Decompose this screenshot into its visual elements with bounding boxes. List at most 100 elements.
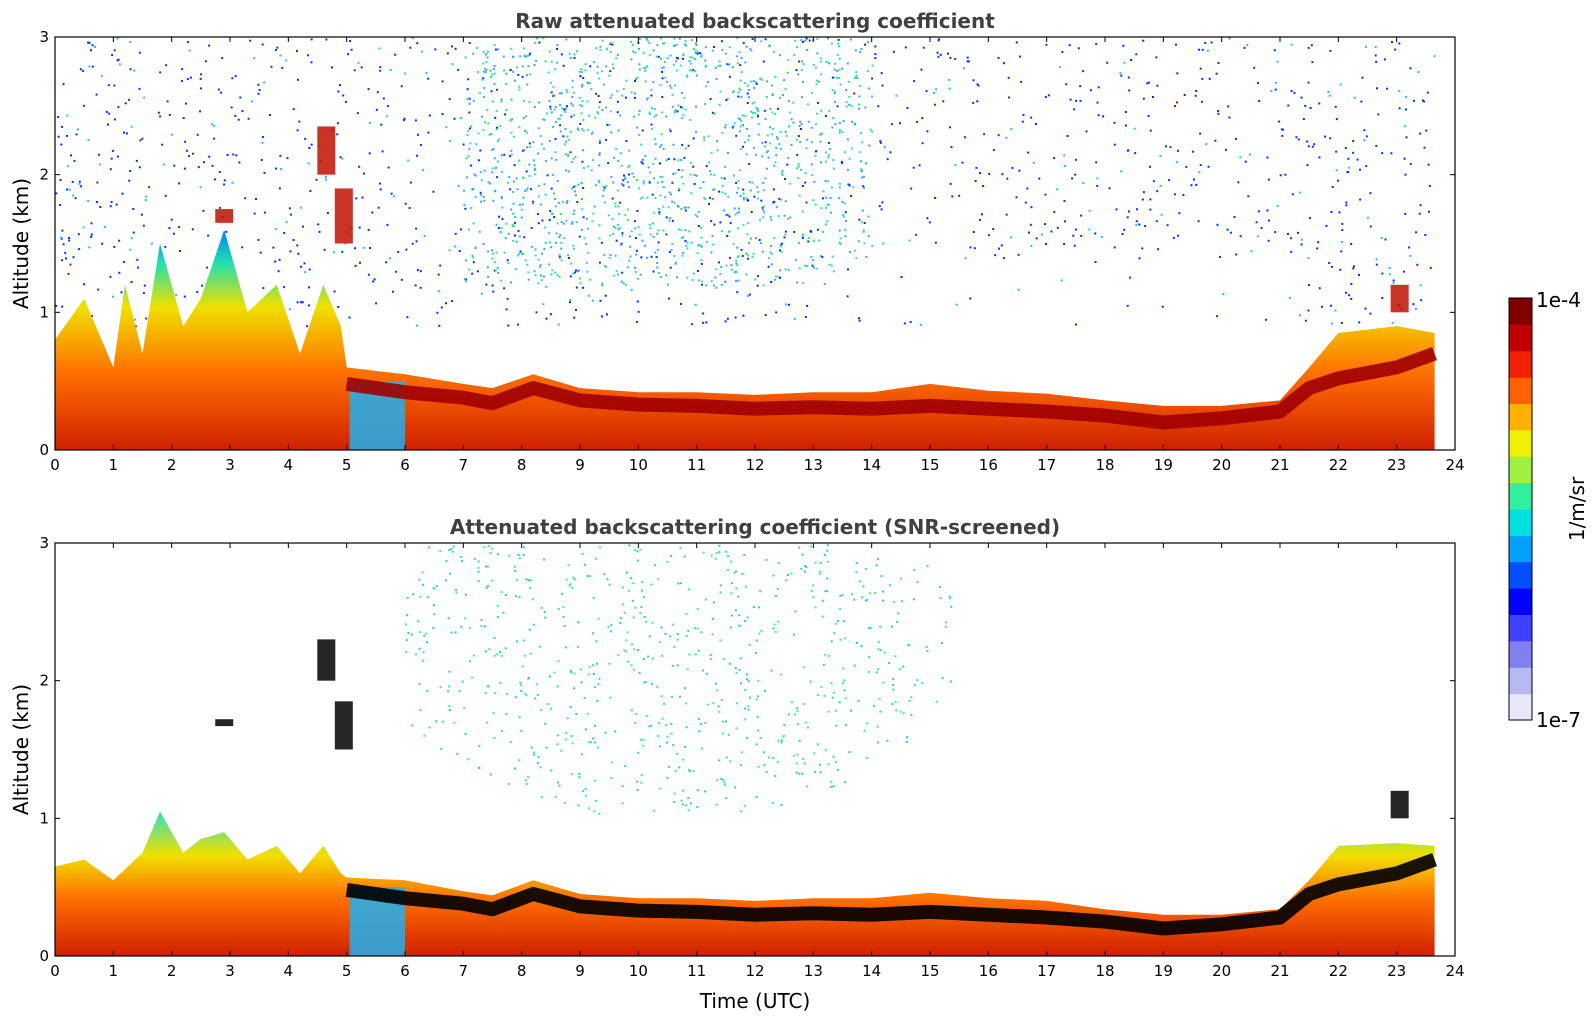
- noise-point: [210, 123, 213, 126]
- noise-point: [581, 128, 584, 131]
- noise-point: [839, 638, 842, 641]
- noise-point: [644, 80, 647, 83]
- noise-point: [653, 108, 656, 111]
- noise-point: [592, 212, 595, 215]
- noise-point: [588, 807, 591, 810]
- noise-point: [403, 117, 406, 120]
- noise-point: [643, 681, 646, 684]
- noise-point: [538, 101, 541, 104]
- noise-point: [1126, 304, 1129, 307]
- noise-point: [833, 100, 836, 103]
- noise-point: [230, 106, 233, 109]
- elevated-cloud: [317, 126, 336, 175]
- noise-point: [66, 114, 69, 117]
- noise-point: [645, 714, 648, 717]
- noise-point: [596, 72, 599, 75]
- noise-point: [680, 208, 683, 210]
- noise-point: [281, 66, 284, 69]
- noise-point: [736, 37, 739, 40]
- noise-point: [850, 593, 853, 596]
- noise-point: [477, 580, 480, 582]
- noise-point: [747, 254, 750, 257]
- noise-point: [165, 64, 168, 67]
- noise-point: [674, 263, 677, 266]
- noise-point: [665, 724, 668, 727]
- noise-point: [797, 135, 800, 137]
- noise-point: [1380, 237, 1383, 239]
- noise-point: [853, 664, 856, 667]
- noise-point: [683, 156, 686, 159]
- noise-point: [310, 143, 313, 146]
- noise-point: [1123, 61, 1126, 64]
- noise-point: [832, 755, 835, 758]
- noise-point: [805, 721, 808, 724]
- noise-point: [1352, 267, 1355, 270]
- x-tick-label: 11: [687, 962, 706, 980]
- noise-point: [528, 101, 531, 103]
- noise-point: [735, 672, 738, 675]
- noise-point: [757, 197, 760, 200]
- noise-point: [199, 77, 202, 80]
- noise-point: [763, 764, 766, 767]
- noise-point: [1255, 221, 1258, 224]
- noise-point: [679, 106, 682, 108]
- noise-point: [497, 227, 500, 229]
- noise-point: [1237, 181, 1240, 184]
- noise-point: [400, 278, 403, 281]
- noise-point: [1135, 220, 1138, 223]
- noise-point: [1005, 213, 1008, 216]
- noise-point: [472, 222, 475, 225]
- noise-point: [681, 107, 684, 110]
- noise-point: [581, 753, 583, 756]
- noise-point: [566, 105, 568, 108]
- noise-point: [795, 762, 798, 765]
- noise-point: [763, 211, 766, 214]
- noise-point: [632, 616, 635, 619]
- noise-point: [820, 161, 822, 164]
- noise-point: [550, 187, 553, 190]
- noise-point: [1010, 236, 1013, 239]
- noise-point: [684, 702, 687, 705]
- noise-point: [1391, 41, 1393, 44]
- noise-point: [1274, 231, 1277, 234]
- noise-point: [859, 51, 862, 54]
- noise-point: [799, 141, 802, 144]
- noise-point: [543, 275, 545, 278]
- noise-point: [480, 179, 483, 182]
- noise-point: [739, 64, 742, 67]
- noise-point: [684, 40, 687, 43]
- noise-point: [235, 154, 238, 157]
- noise-point: [992, 148, 995, 151]
- noise-point: [602, 185, 605, 188]
- noise-point: [491, 284, 494, 287]
- noise-point: [522, 117, 525, 120]
- noise-point: [617, 129, 620, 132]
- noise-point: [839, 608, 842, 611]
- noise-point: [419, 631, 421, 634]
- noise-point: [685, 634, 688, 637]
- noise-point: [599, 48, 602, 51]
- noise-point: [591, 299, 594, 302]
- noise-point: [1015, 41, 1018, 44]
- noise-point: [827, 203, 830, 206]
- noise-point: [684, 687, 687, 690]
- noise-point: [783, 79, 785, 82]
- noise-point: [687, 206, 690, 209]
- noise-point: [548, 232, 550, 235]
- noise-point: [521, 75, 524, 78]
- noise-point: [337, 90, 340, 93]
- noise-point: [199, 186, 202, 189]
- noise-point: [526, 83, 529, 86]
- noise-point: [1063, 220, 1066, 223]
- noise-point: [730, 264, 733, 267]
- noise-point: [660, 626, 663, 629]
- noise-point: [664, 196, 666, 199]
- noise-point: [1308, 217, 1311, 220]
- x-tick-label: 7: [459, 456, 469, 474]
- noise-point: [769, 251, 772, 254]
- noise-point: [512, 55, 514, 58]
- noise-point: [574, 190, 577, 193]
- noise-point: [725, 264, 728, 267]
- noise-point: [533, 64, 536, 66]
- noise-point: [752, 80, 755, 83]
